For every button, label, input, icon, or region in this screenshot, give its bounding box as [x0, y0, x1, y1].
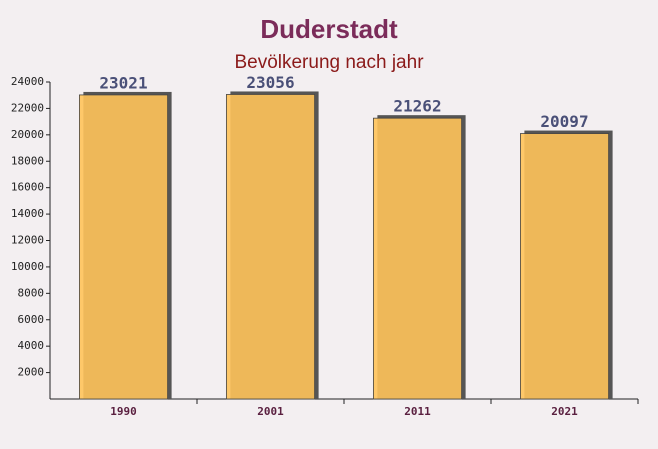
y-tick-label: 16000: [11, 181, 44, 194]
x-tick-label: 2011: [404, 405, 431, 418]
y-tick-label: 20000: [11, 128, 44, 141]
value-label: 20097: [540, 112, 588, 131]
bar: [79, 94, 168, 400]
y-tick-label: 10000: [11, 260, 44, 273]
x-tick-label: 1990: [110, 405, 137, 418]
y-tick-label: 2000: [18, 366, 45, 379]
bar: [225, 94, 315, 400]
y-tick-label: 8000: [18, 286, 45, 299]
bar: [372, 117, 462, 400]
value-label: 21262: [393, 97, 441, 116]
y-tick-label: 6000: [18, 313, 45, 326]
y-tick-label: 14000: [11, 207, 44, 220]
chart-subtitle: Bevölkerung nach jahr: [234, 52, 424, 73]
y-tick-label: 18000: [11, 154, 44, 167]
x-tick-label: 2001: [257, 405, 284, 418]
value-label: 23021: [99, 73, 147, 92]
y-tick-label: 4000: [18, 339, 45, 352]
value-label: 23056: [246, 73, 294, 92]
y-tick-label: 12000: [11, 234, 44, 247]
y-tick-label: 24000: [11, 75, 44, 88]
bar: [520, 133, 610, 400]
y-tick-label: 22000: [11, 101, 44, 114]
chart-title: Duderstadt: [260, 14, 398, 44]
x-tick-label: 2021: [551, 405, 578, 418]
